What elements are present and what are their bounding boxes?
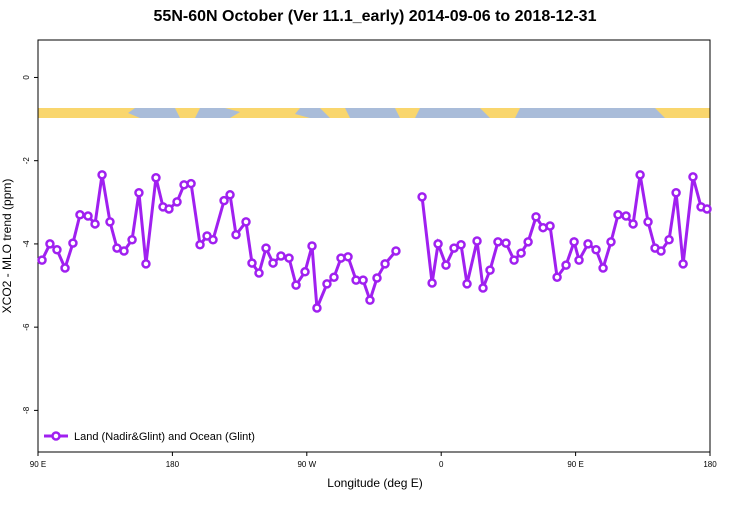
map-strip (38, 108, 710, 118)
data-point (141, 259, 151, 269)
data-point (105, 217, 115, 227)
x-tick-label: 180 (703, 460, 717, 469)
data-point (164, 204, 174, 214)
data-point (391, 246, 401, 256)
data-point (231, 230, 241, 240)
y-axis-label: XCO2 - MLO trend (ppm) (0, 179, 14, 314)
data-point (90, 219, 100, 229)
data-point (456, 240, 466, 250)
data-point (688, 172, 698, 182)
data-point (583, 239, 593, 249)
data-point (291, 280, 301, 290)
x-tick-label: 90 W (297, 460, 316, 469)
chart-title: 55N-60N October (Ver 11.1_early) 2014-09… (154, 8, 597, 25)
data-point (97, 170, 107, 180)
data-point (523, 237, 533, 247)
y-tick-label: -4 (22, 240, 31, 248)
data-point (656, 246, 666, 256)
data-point (307, 241, 317, 251)
data-point (433, 239, 443, 249)
x-tick-label: 180 (166, 460, 180, 469)
data-point (151, 172, 161, 183)
data-point (365, 295, 375, 305)
data-point (545, 221, 555, 231)
data-point (509, 255, 519, 265)
data-point (478, 283, 488, 293)
data-point (591, 244, 601, 255)
data-point (462, 279, 472, 289)
data-point (276, 251, 286, 261)
data-point (241, 217, 251, 227)
data-point (134, 187, 144, 198)
data-point (485, 265, 495, 275)
data-point (598, 263, 608, 273)
data-point (284, 253, 294, 263)
data-point (45, 239, 55, 249)
data-point (195, 240, 205, 250)
x-tick-label: 90 E (567, 460, 583, 469)
x-tick-label: 0 (439, 460, 444, 469)
data-point (561, 260, 571, 270)
data-point (441, 260, 451, 270)
data-point (574, 255, 584, 265)
data-point (702, 204, 712, 214)
y-tick-label: 0 (22, 75, 31, 80)
data-point (343, 252, 353, 262)
data-point (254, 268, 264, 278)
data-point (569, 237, 579, 247)
x-axis-label: Longitude (deg E) (327, 476, 422, 490)
data-point (628, 219, 638, 229)
data-point (300, 267, 310, 277)
data-point (417, 192, 427, 202)
data-point (613, 210, 623, 220)
data-point (268, 258, 278, 268)
data-point (219, 195, 229, 206)
y-tick-label: -2 (22, 157, 31, 165)
data-point (664, 235, 674, 245)
data-point (322, 279, 332, 289)
data-point (635, 170, 645, 180)
data-point (643, 217, 653, 227)
y-tick-label: -6 (22, 323, 31, 331)
data-point (186, 178, 196, 189)
data-point (75, 210, 85, 220)
x-tick-label: 90 E (30, 460, 46, 469)
series-line (420, 174, 708, 289)
data-point (68, 238, 78, 248)
data-point (372, 273, 382, 283)
data-point (516, 248, 526, 258)
data-point (552, 272, 562, 282)
data-point (127, 235, 137, 245)
data-point (449, 243, 459, 253)
data-point (225, 190, 235, 200)
data-point (606, 237, 616, 247)
data-point (501, 238, 511, 248)
data-point (358, 275, 368, 285)
data-point (531, 212, 541, 222)
data-point (312, 303, 322, 313)
data-point (329, 272, 339, 282)
data-point (172, 197, 182, 207)
data-point (208, 235, 218, 245)
legend-marker (51, 431, 61, 441)
data-point (472, 236, 482, 246)
data-point (247, 258, 257, 268)
data-point (493, 237, 503, 247)
data-point (380, 259, 390, 269)
data-point (621, 211, 631, 221)
data-point (37, 255, 47, 265)
data-point (83, 211, 93, 221)
plot-frame (37, 39, 711, 453)
data-point (427, 278, 437, 288)
data-point (60, 263, 70, 273)
data-point (119, 246, 129, 256)
legend-label: Land (Nadir&Glint) and Ocean (Glint) (74, 431, 255, 443)
data-point (52, 244, 62, 255)
series-line (40, 174, 398, 309)
data-point (671, 187, 681, 198)
data-point (261, 243, 271, 253)
y-tick-label: -8 (22, 406, 31, 414)
data-point (678, 259, 688, 269)
